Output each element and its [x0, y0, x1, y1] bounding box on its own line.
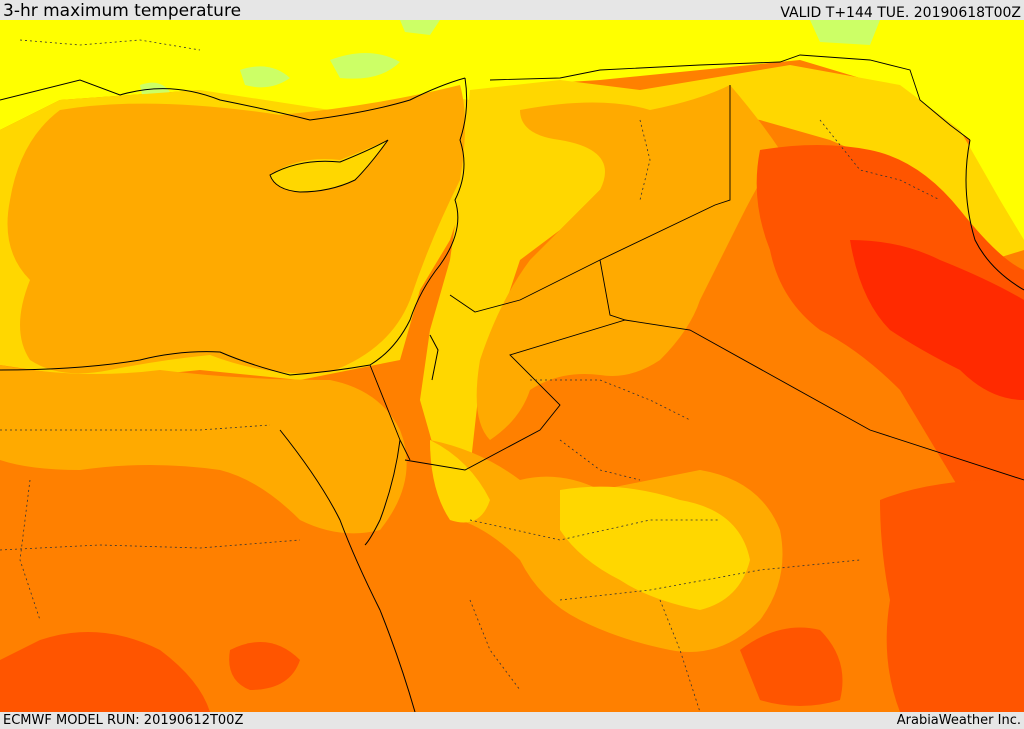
field-darkorange-patch2 — [740, 627, 843, 706]
temperature-map — [0, 20, 1024, 712]
border-iraq-saudi — [624, 319, 1024, 481]
coast-red-sea — [279, 429, 416, 712]
province-3 — [530, 379, 691, 421]
coast-dead-sea — [429, 334, 439, 381]
coast-sinai — [364, 439, 401, 546]
valid-time: VALID T+144 TUE. 20190618T00Z — [780, 5, 1021, 21]
coast-levant — [369, 77, 468, 366]
coast-anatolia — [0, 77, 466, 121]
map-title: 3-hr maximum temperature — [3, 1, 242, 21]
province-1 — [0, 424, 271, 431]
field-red-iraq — [850, 240, 1024, 400]
field-green-1 — [240, 66, 290, 88]
field-green-3 — [400, 20, 440, 35]
field-darkorange-patch — [229, 642, 300, 690]
field-gold-levant — [420, 65, 1024, 470]
province-6 — [639, 119, 651, 201]
model-run-label: ECMWF MODEL RUN: 20190612T00Z — [3, 713, 244, 728]
map-canvas — [0, 20, 1024, 712]
field-green-4 — [810, 20, 880, 45]
field-amber-east — [476, 85, 780, 440]
field-gold-cyprus — [270, 140, 388, 192]
field-gold-hijaz — [430, 440, 490, 523]
province-12 — [559, 439, 641, 481]
field-gold-saudi — [560, 486, 750, 610]
border-syria-turkey — [489, 54, 971, 141]
field-darkorange-east-lower — [880, 480, 1024, 712]
coast-gulf — [965, 139, 1024, 291]
field-green-2 — [330, 52, 400, 79]
field-amber-egypt — [0, 365, 407, 534]
province-5 — [559, 559, 861, 601]
header-bar: 3-hr maximum temperature VALID T+144 TUE… — [0, 0, 1024, 21]
credit-label: ArabiaWeather Inc. — [896, 713, 1021, 728]
footer-bar: ECMWF MODEL RUN: 20190612T00Z ArabiaWeat… — [0, 712, 1024, 729]
coastlines — [0, 77, 1024, 712]
province-lines — [0, 39, 941, 712]
province-4 — [469, 519, 720, 541]
coast-cyprus — [269, 139, 389, 193]
field-darkorange-southwest — [0, 632, 210, 712]
province-8 — [19, 479, 41, 621]
province-11 — [19, 39, 201, 51]
border-egypt-israel — [369, 364, 411, 461]
coast-egypt — [0, 351, 371, 376]
province-2 — [0, 539, 301, 551]
